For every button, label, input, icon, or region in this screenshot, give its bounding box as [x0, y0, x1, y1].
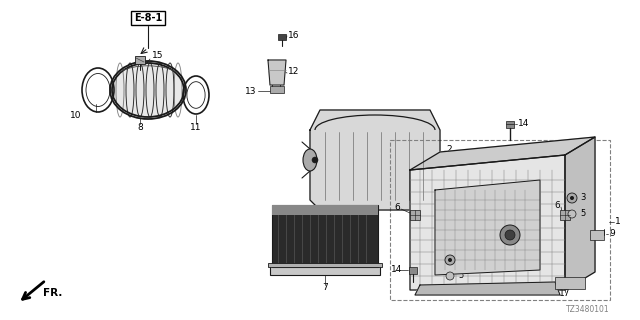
Bar — [270, 86, 284, 93]
Bar — [555, 277, 585, 289]
Text: 12: 12 — [288, 68, 300, 76]
Circle shape — [446, 272, 454, 280]
Ellipse shape — [112, 63, 184, 117]
Circle shape — [570, 196, 574, 200]
Bar — [135, 56, 145, 64]
Text: 2: 2 — [446, 146, 452, 155]
Circle shape — [448, 258, 452, 262]
Text: TZ3480101: TZ3480101 — [566, 306, 610, 315]
Bar — [410, 210, 420, 220]
Text: E-8-1: E-8-1 — [134, 13, 162, 23]
Bar — [590, 230, 604, 240]
Polygon shape — [435, 180, 540, 275]
Text: 11: 11 — [190, 124, 202, 132]
Circle shape — [505, 230, 515, 240]
Text: 6: 6 — [394, 204, 400, 212]
Circle shape — [445, 255, 455, 265]
Text: 1: 1 — [615, 218, 621, 227]
Text: 3: 3 — [580, 194, 586, 203]
Text: 15: 15 — [152, 51, 163, 60]
Bar — [560, 210, 570, 220]
Text: 7: 7 — [322, 283, 328, 292]
Bar — [272, 205, 378, 215]
Text: 17: 17 — [559, 290, 571, 299]
Circle shape — [568, 210, 576, 218]
Text: 8: 8 — [137, 124, 143, 132]
Circle shape — [500, 225, 520, 245]
Bar — [409, 267, 417, 274]
Text: 13: 13 — [244, 87, 256, 97]
Text: 14: 14 — [518, 118, 529, 127]
Bar — [270, 265, 380, 275]
Text: 4: 4 — [495, 245, 500, 254]
Text: 16: 16 — [288, 31, 300, 41]
Circle shape — [312, 157, 318, 163]
Bar — [506, 121, 514, 128]
Polygon shape — [565, 137, 595, 290]
Text: FR.: FR. — [43, 288, 62, 298]
Polygon shape — [310, 110, 440, 210]
Bar — [278, 34, 286, 40]
Polygon shape — [410, 155, 565, 290]
Ellipse shape — [303, 149, 317, 171]
Bar — [268, 263, 382, 267]
Text: 14: 14 — [391, 265, 403, 274]
Bar — [272, 205, 378, 267]
Text: 5: 5 — [458, 271, 463, 281]
Text: 10: 10 — [70, 110, 82, 119]
Polygon shape — [415, 282, 560, 295]
Text: 9: 9 — [609, 228, 615, 237]
Polygon shape — [410, 137, 595, 170]
Circle shape — [567, 193, 577, 203]
Text: 6: 6 — [554, 201, 560, 210]
Text: 3: 3 — [458, 255, 463, 265]
Polygon shape — [268, 60, 286, 85]
Text: 5: 5 — [580, 210, 585, 219]
Bar — [390, 140, 610, 300]
